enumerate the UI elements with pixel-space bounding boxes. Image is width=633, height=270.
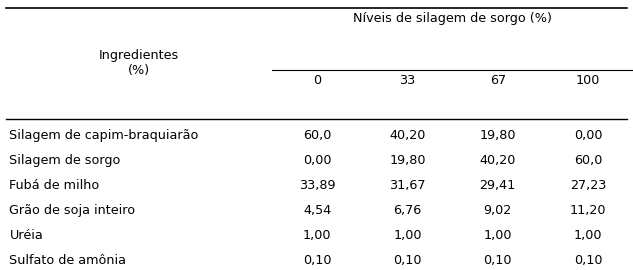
Text: Silagem de capim-braquiarão: Silagem de capim-braquiarão [9,129,199,141]
Text: 9,02: 9,02 [484,204,512,217]
Text: 33,89: 33,89 [299,179,335,192]
Text: 19,80: 19,80 [479,129,516,141]
Text: 100: 100 [575,75,600,87]
Text: 0,10: 0,10 [484,254,512,267]
Text: 40,20: 40,20 [389,129,425,141]
Text: Uréia: Uréia [9,229,43,242]
Text: 29,41: 29,41 [480,179,516,192]
Text: 19,80: 19,80 [389,154,426,167]
Text: 1,00: 1,00 [303,229,332,242]
Text: 33: 33 [399,75,416,87]
Text: 4,54: 4,54 [303,204,332,217]
Text: 0: 0 [313,75,322,87]
Text: 60,0: 60,0 [303,129,332,141]
Text: 0,10: 0,10 [393,254,422,267]
Text: 31,67: 31,67 [389,179,426,192]
Text: 67: 67 [490,75,506,87]
Text: 1,00: 1,00 [484,229,512,242]
Text: 1,00: 1,00 [393,229,422,242]
Text: 0,10: 0,10 [303,254,332,267]
Text: 0,00: 0,00 [573,129,602,141]
Text: Fubá de milho: Fubá de milho [9,179,100,192]
Text: Grão de soja inteiro: Grão de soja inteiro [9,204,135,217]
Text: 0,00: 0,00 [303,154,332,167]
Text: 0,10: 0,10 [573,254,602,267]
Text: 40,20: 40,20 [480,154,516,167]
Text: 11,20: 11,20 [570,204,606,217]
Text: 1,00: 1,00 [573,229,602,242]
Text: 6,76: 6,76 [393,204,422,217]
Text: Silagem de sorgo: Silagem de sorgo [9,154,121,167]
Text: 27,23: 27,23 [570,179,606,192]
Text: Ingredientes
(%): Ingredientes (%) [99,49,179,77]
Text: Sulfato de amônia: Sulfato de amônia [9,254,127,267]
Text: Níveis de silagem de sorgo (%): Níveis de silagem de sorgo (%) [353,12,552,25]
Text: 60,0: 60,0 [573,154,602,167]
